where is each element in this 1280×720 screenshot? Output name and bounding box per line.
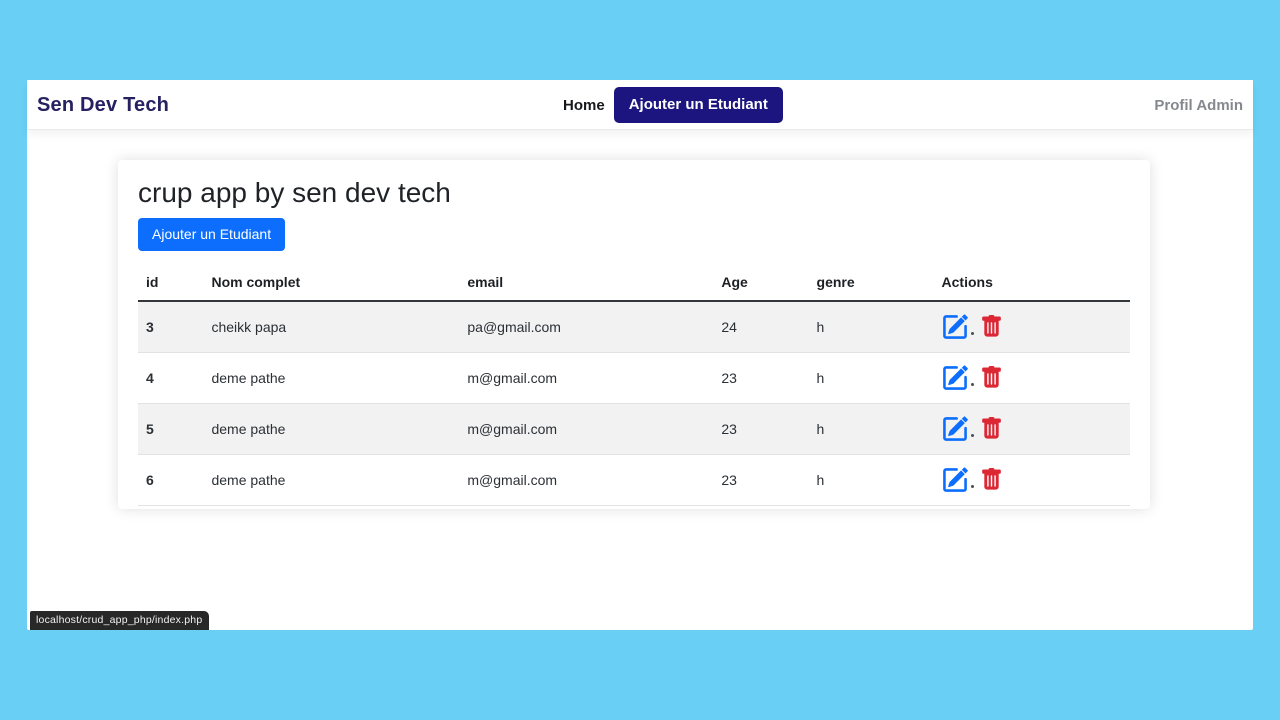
table-row: 6 deme pathe m@gmail.com 23 h	[138, 454, 1130, 506]
column-header-name: Nom complet	[203, 263, 460, 302]
cell-age: 23	[713, 403, 809, 455]
cell-id: 6	[138, 454, 204, 506]
cell-email: pa@gmail.com	[459, 300, 714, 353]
cell-name: cheikk papa	[203, 300, 460, 353]
edit-button[interactable]	[942, 467, 968, 493]
link-underline-dot	[970, 434, 974, 438]
cell-actions	[933, 403, 1130, 455]
column-header-age: Age	[713, 263, 809, 302]
pencil-square-icon	[942, 467, 968, 493]
link-underline-dot	[970, 485, 974, 489]
status-url-tooltip: localhost/crud_app_php/index.php	[30, 611, 210, 630]
cell-email: m@gmail.com	[459, 352, 714, 404]
navbar: Sen Dev Tech Home Ajouter un Etudiant Pr…	[27, 80, 1253, 130]
edit-button[interactable]	[942, 416, 968, 442]
delete-button[interactable]	[980, 467, 1003, 492]
cell-name: deme pathe	[203, 352, 460, 404]
cell-age: 23	[713, 352, 809, 404]
students-table: id Nom complet email Age genre Actions 3…	[138, 263, 1130, 506]
column-header-email: email	[459, 263, 714, 302]
cell-actions	[933, 352, 1130, 404]
cell-name: deme pathe	[203, 454, 460, 506]
cell-name: deme pathe	[203, 403, 460, 455]
column-header-id: id	[138, 263, 204, 302]
pencil-square-icon	[942, 416, 968, 442]
add-student-button[interactable]: Ajouter un Etudiant	[138, 218, 286, 251]
table-row: 5 deme pathe m@gmail.com 23 h	[138, 403, 1130, 455]
cell-email: m@gmail.com	[459, 403, 714, 455]
trash-icon	[980, 365, 1003, 390]
cell-id: 5	[138, 403, 204, 455]
pencil-square-icon	[942, 365, 968, 391]
browser-page: Sen Dev Tech Home Ajouter un Etudiant Pr…	[27, 80, 1253, 630]
cell-genre: h	[808, 352, 934, 404]
table-header: id Nom complet email Age genre Actions	[138, 263, 1130, 302]
trash-icon	[980, 416, 1003, 441]
delete-button[interactable]	[980, 314, 1003, 339]
cell-email: m@gmail.com	[459, 454, 714, 506]
trash-icon	[980, 467, 1003, 492]
cell-id: 3	[138, 300, 204, 353]
cell-genre: h	[808, 300, 934, 353]
table-row: 3 cheikk papa pa@gmail.com 24 h	[138, 300, 1130, 353]
cell-actions	[933, 300, 1130, 353]
nav-home-link[interactable]: Home	[563, 96, 605, 114]
cell-age: 24	[713, 300, 809, 353]
cell-actions	[933, 454, 1130, 506]
content-card: crup app by sen dev tech Ajouter un Etud…	[118, 160, 1150, 509]
cell-id: 4	[138, 352, 204, 404]
delete-button[interactable]	[980, 365, 1003, 390]
link-underline-dot	[970, 383, 974, 387]
pencil-square-icon	[942, 314, 968, 340]
edit-button[interactable]	[942, 365, 968, 391]
column-header-actions: Actions	[933, 263, 1130, 302]
table-row: 4 deme pathe m@gmail.com 23 h	[138, 352, 1130, 404]
trash-icon	[980, 314, 1003, 339]
edit-button[interactable]	[942, 314, 968, 340]
profile-admin-link[interactable]: Profil Admin	[1154, 96, 1243, 114]
navbar-center-links: Home Ajouter un Etudiant	[563, 80, 783, 130]
cell-genre: h	[808, 454, 934, 506]
nav-add-student-button[interactable]: Ajouter un Etudiant	[613, 87, 783, 123]
page-title: crup app by sen dev tech	[138, 177, 451, 208]
brand-text[interactable]: Sen Dev Tech	[37, 93, 170, 116]
delete-button[interactable]	[980, 416, 1003, 441]
students-table-body: 3 cheikk papa pa@gmail.com 24 h	[138, 300, 1130, 506]
cell-age: 23	[713, 454, 809, 506]
column-header-genre: genre	[808, 263, 934, 302]
cell-genre: h	[808, 403, 934, 455]
link-underline-dot	[970, 332, 974, 336]
